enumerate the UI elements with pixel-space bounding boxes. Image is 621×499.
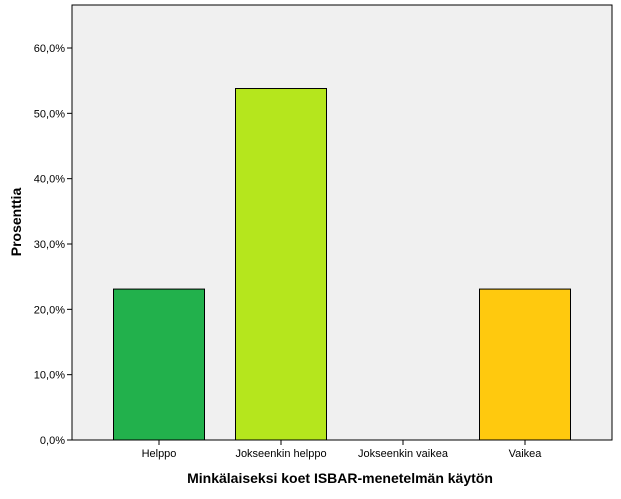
- x-axis: Helppo Jokseenkin helppo Jokseenkin vaikea…: [142, 440, 543, 460]
- x-tick-label: Vaikea: [509, 448, 543, 460]
- y-tick-label: 20,0%: [34, 304, 65, 316]
- x-axis-title: Minkälaiseksi koet ISBAR-menetelmän käyt…: [187, 470, 493, 486]
- y-tick-label: 40,0%: [34, 174, 65, 186]
- x-tick-label: Jokseenkin vaikea: [358, 448, 449, 460]
- y-axis-title: Prosenttia: [8, 188, 24, 257]
- x-tick-label: Jokseenkin helppo: [235, 448, 326, 460]
- y-tick-label: 60,0%: [34, 43, 65, 55]
- bars: [113, 88, 571, 441]
- y-tick-label: 0,0%: [40, 435, 65, 447]
- x-tick-label: Helppo: [142, 448, 177, 460]
- bar: [113, 288, 205, 441]
- y-tick-label: 50,0%: [34, 108, 65, 120]
- y-axis: 0,0% 10,0% 20,0% 30,0% 40,0% 50,0% 60,0%: [34, 43, 72, 447]
- bar: [235, 88, 327, 441]
- bar: [479, 288, 571, 441]
- y-tick-label: 30,0%: [34, 239, 65, 251]
- y-tick-label: 10,0%: [34, 370, 65, 382]
